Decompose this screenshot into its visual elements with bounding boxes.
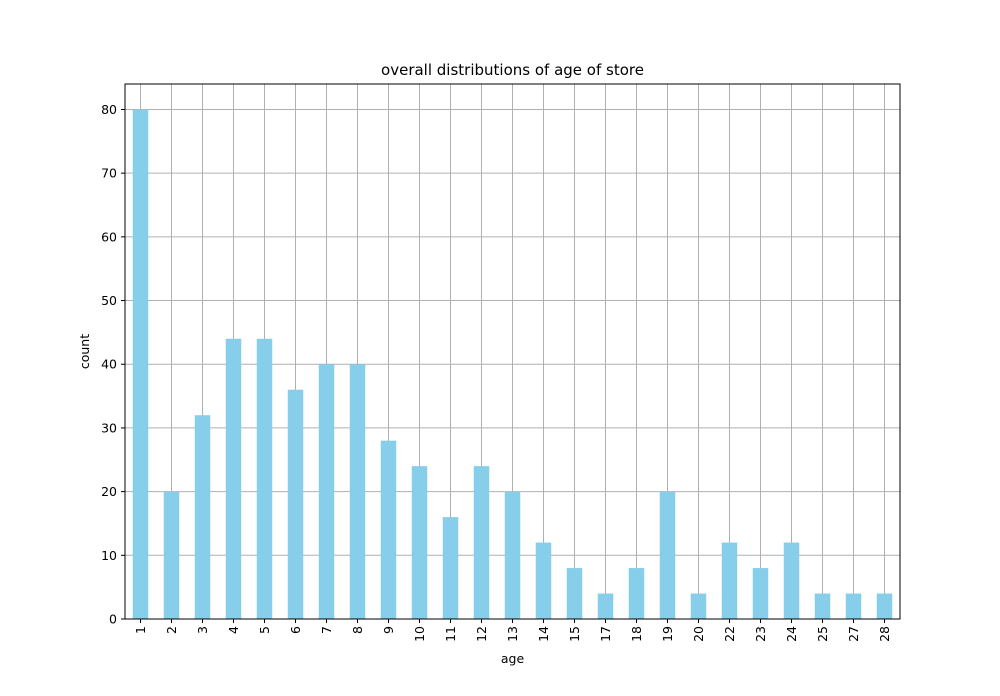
bar-25	[814, 593, 831, 619]
bar-2	[163, 491, 180, 619]
y-tick-label: 20	[101, 484, 117, 499]
bar-12	[473, 466, 490, 619]
bar-23	[752, 568, 769, 619]
y-tick-label: 50	[101, 293, 117, 308]
y-tick-label: 80	[101, 102, 117, 117]
x-tick-label: 25	[815, 626, 830, 642]
x-tick-label: 19	[660, 626, 675, 642]
ticks-layer: 1 2 3 4 5 6 7 8 9 10 11 12 13 14 15 17 18 19 20 22 23 24 25 27 2…	[101, 102, 892, 642]
bar-7	[318, 364, 335, 619]
x-tick-label: 28	[877, 626, 892, 642]
x-tick-label: 15	[567, 626, 582, 642]
x-tick-label: 20	[691, 626, 706, 642]
x-tick-label: 7	[319, 626, 334, 634]
bar-27	[845, 593, 862, 619]
bar-17	[597, 593, 614, 619]
bar-1	[132, 109, 149, 619]
bar-22	[721, 542, 738, 619]
bar-3	[194, 415, 211, 619]
bar-8	[349, 364, 366, 619]
chart-title: overall distributions of age of store	[381, 61, 644, 79]
x-tick-label: 12	[474, 626, 489, 642]
bar-24	[783, 542, 800, 619]
bar-18	[628, 568, 645, 619]
bar-4	[225, 338, 242, 619]
bar-14	[535, 542, 552, 619]
y-axis-label: count	[77, 334, 92, 369]
x-tick-label: 24	[784, 626, 799, 642]
x-axis-label: age	[501, 651, 525, 666]
bar-20	[690, 593, 707, 619]
y-tick-label: 30	[101, 420, 117, 435]
grid-layer	[125, 84, 900, 620]
x-tick-label: 2	[164, 626, 179, 634]
x-tick-label: 14	[536, 626, 551, 642]
bar-5	[256, 338, 273, 619]
x-tick-label: 11	[443, 626, 458, 642]
x-tick-label: 10	[412, 626, 427, 642]
y-tick-label: 60	[101, 229, 117, 244]
bar-10	[411, 466, 428, 619]
bars-layer	[132, 109, 893, 619]
y-tick-label: 40	[101, 357, 117, 372]
bar-11	[442, 517, 459, 619]
x-tick-label: 5	[257, 626, 272, 634]
x-tick-label: 3	[195, 626, 210, 634]
bar-9	[380, 440, 397, 619]
x-tick-label: 8	[350, 626, 365, 634]
x-tick-label: 18	[629, 626, 644, 642]
x-tick-label: 1	[133, 626, 148, 634]
bar-19	[659, 491, 676, 619]
x-tick-label: 4	[226, 626, 241, 634]
y-tick-label: 0	[109, 612, 117, 627]
x-tick-label: 22	[722, 626, 737, 642]
x-tick-label: 13	[505, 626, 520, 642]
x-tick-label: 17	[598, 626, 613, 642]
bar-28	[876, 593, 893, 619]
bar-6	[287, 389, 304, 619]
bar-13	[504, 491, 521, 619]
x-tick-label: 9	[381, 626, 396, 634]
x-tick-label: 23	[753, 626, 768, 642]
bar-15	[566, 568, 583, 619]
y-tick-label: 70	[101, 166, 117, 181]
x-tick-label: 6	[288, 626, 303, 634]
y-tick-label: 10	[101, 548, 117, 563]
x-tick-label: 27	[846, 626, 861, 642]
